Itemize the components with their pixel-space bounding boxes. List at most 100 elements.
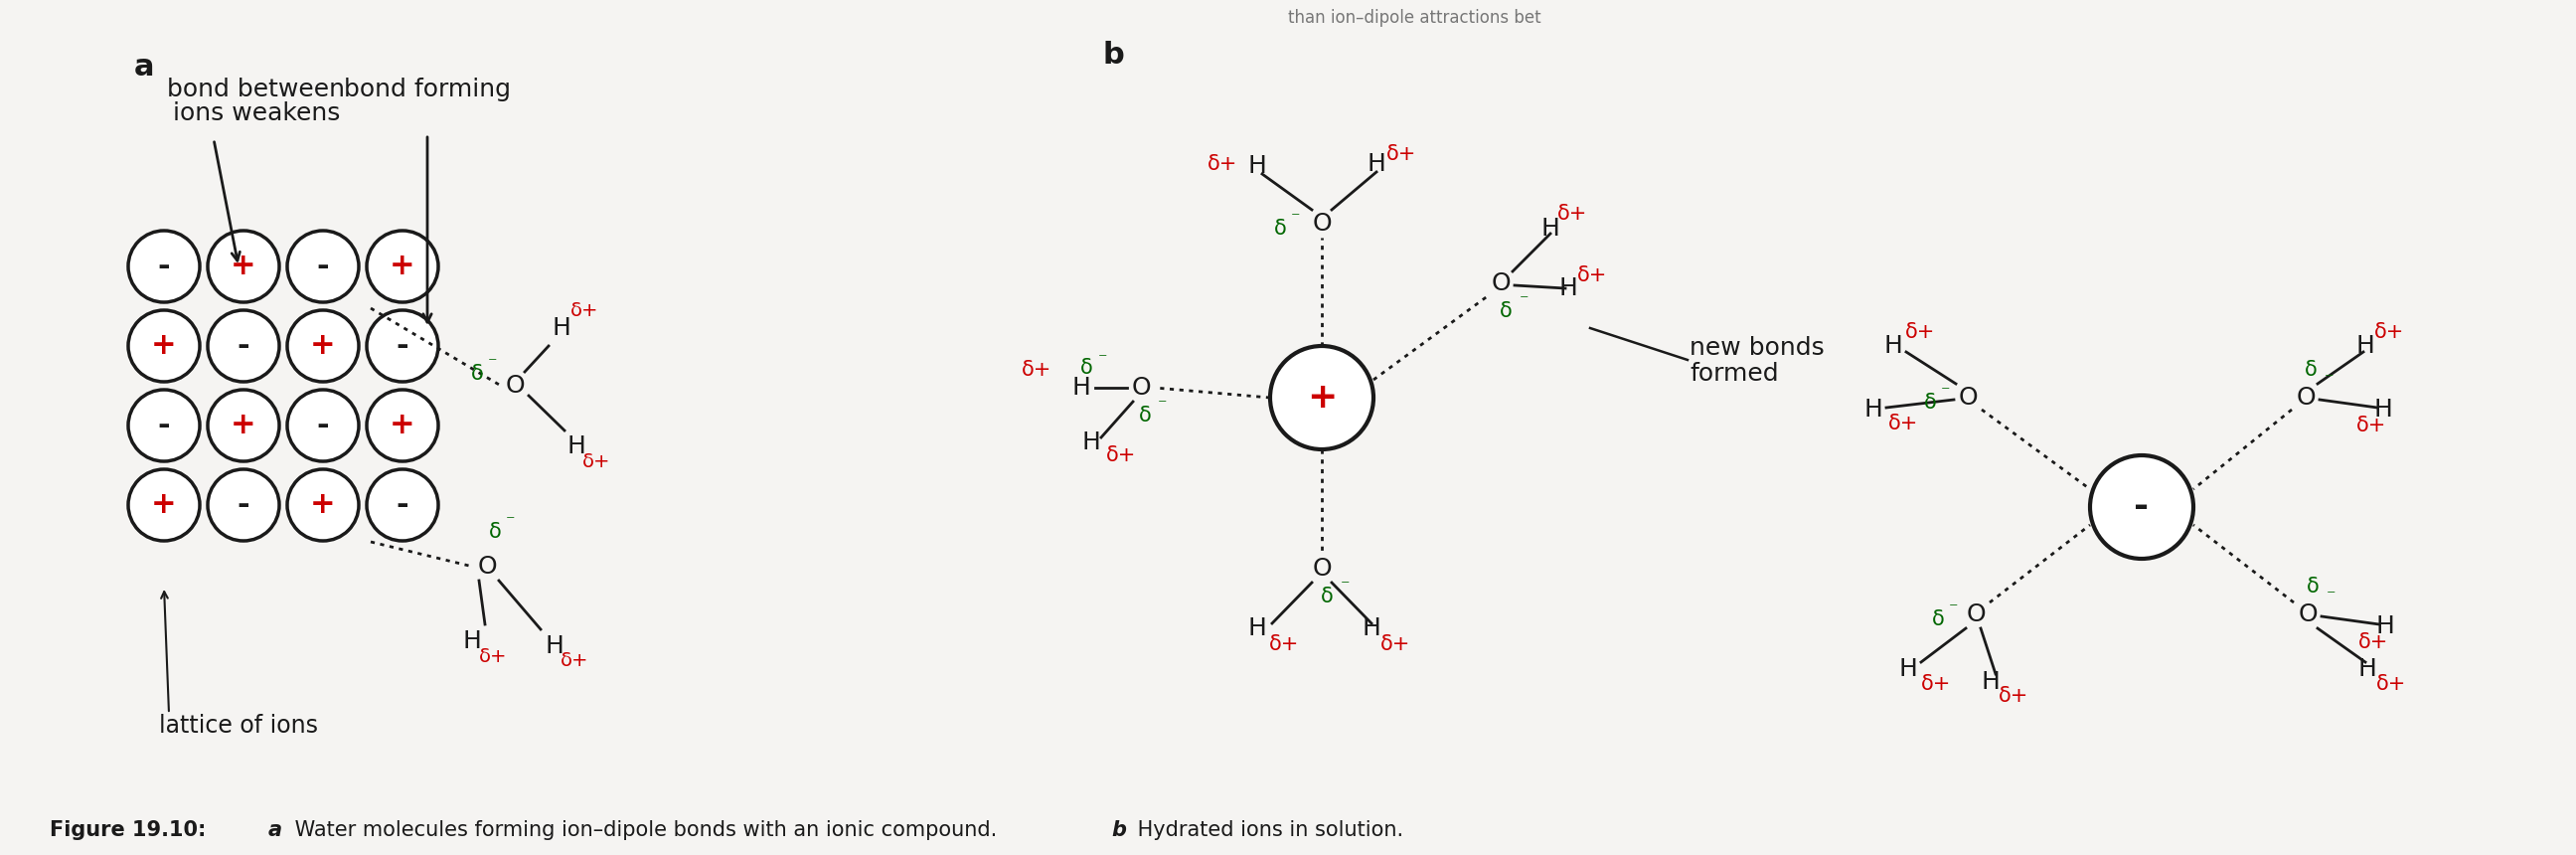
Text: -: - — [157, 252, 170, 280]
Text: +: + — [152, 491, 178, 520]
Text: H: H — [1363, 616, 1381, 640]
Text: O: O — [477, 555, 497, 579]
Text: δ+: δ+ — [1105, 445, 1136, 465]
Text: -: - — [317, 411, 330, 440]
Text: δ+: δ+ — [1270, 634, 1298, 654]
Text: H: H — [1865, 398, 1883, 422]
Text: ⁻: ⁻ — [1942, 384, 1950, 402]
Text: δ: δ — [1924, 392, 1937, 413]
Text: ⁻: ⁻ — [1159, 397, 1167, 415]
Circle shape — [209, 390, 278, 462]
Circle shape — [209, 310, 278, 382]
Text: δ: δ — [1499, 301, 1512, 321]
Text: δ+: δ+ — [569, 301, 598, 320]
Text: +: + — [309, 332, 335, 361]
Text: H: H — [1247, 154, 1267, 178]
Circle shape — [286, 469, 358, 541]
Text: -: - — [397, 332, 410, 361]
Circle shape — [286, 310, 358, 382]
Text: -: - — [2133, 490, 2148, 524]
Text: δ+: δ+ — [1386, 144, 1417, 164]
Text: H: H — [546, 634, 564, 658]
Text: δ+: δ+ — [1906, 322, 1935, 342]
Text: δ+: δ+ — [1381, 634, 1412, 654]
Text: H: H — [464, 629, 482, 653]
Text: δ+: δ+ — [1999, 686, 2027, 706]
Circle shape — [209, 469, 278, 541]
Text: b: b — [1110, 820, 1126, 840]
Text: δ: δ — [1932, 610, 1945, 629]
Text: bond forming: bond forming — [343, 78, 510, 102]
Text: Hydrated ions in solution.: Hydrated ions in solution. — [1131, 820, 1404, 840]
Text: δ+: δ+ — [2357, 633, 2388, 652]
Text: δ+: δ+ — [1208, 154, 1236, 174]
Text: H: H — [1072, 376, 1090, 399]
Text: δ: δ — [471, 364, 484, 384]
Text: -: - — [157, 411, 170, 440]
Text: ⁻: ⁻ — [1520, 292, 1530, 310]
Text: ⁻: ⁻ — [2324, 371, 2334, 389]
Circle shape — [129, 231, 201, 302]
Text: +: + — [389, 252, 415, 280]
Text: δ+: δ+ — [559, 652, 587, 670]
Text: Water molecules forming ion–dipole bonds with an ionic compound.: Water molecules forming ion–dipole bonds… — [289, 820, 1005, 840]
Text: O: O — [2298, 603, 2318, 627]
Text: δ+: δ+ — [2375, 322, 2403, 342]
Text: δ: δ — [1079, 358, 1092, 378]
Text: ⁻: ⁻ — [1950, 600, 1958, 618]
Text: δ: δ — [2306, 360, 2316, 380]
Text: O: O — [1958, 386, 1978, 410]
Text: δ+: δ+ — [2357, 416, 2385, 435]
Text: δ: δ — [2306, 576, 2318, 597]
Text: +: + — [309, 491, 335, 520]
Text: ions weakens: ions weakens — [173, 102, 340, 126]
Text: ⁻: ⁻ — [2326, 587, 2336, 605]
Text: O: O — [1131, 376, 1151, 399]
Text: H: H — [1368, 152, 1386, 176]
Circle shape — [129, 310, 201, 382]
Text: H: H — [2375, 615, 2396, 639]
Circle shape — [366, 469, 438, 541]
Text: δ+: δ+ — [1888, 414, 1919, 433]
Text: ⁻: ⁻ — [489, 355, 497, 373]
Text: δ+: δ+ — [1577, 265, 1607, 286]
Text: +: + — [232, 252, 255, 280]
Text: +: + — [1306, 380, 1337, 415]
Text: formed: formed — [1690, 362, 1777, 386]
Text: -: - — [317, 252, 330, 280]
Text: H: H — [1082, 430, 1100, 454]
Text: H: H — [1247, 616, 1267, 640]
Text: O: O — [1965, 603, 1986, 627]
Circle shape — [2089, 456, 2192, 558]
Text: δ+: δ+ — [1556, 203, 1587, 224]
Text: δ+: δ+ — [479, 646, 507, 665]
Text: Figure 19.10:: Figure 19.10: — [49, 820, 214, 840]
Circle shape — [209, 231, 278, 302]
Text: +: + — [389, 411, 415, 440]
Circle shape — [366, 310, 438, 382]
Text: H: H — [2357, 657, 2378, 681]
Text: than ion–dipole attractions bet: than ion–dipole attractions bet — [1288, 9, 1540, 27]
Text: δ: δ — [489, 522, 502, 542]
Text: lattice of ions: lattice of ions — [160, 714, 317, 738]
Circle shape — [129, 469, 201, 541]
Text: δ: δ — [1139, 405, 1151, 426]
Text: δ: δ — [1273, 219, 1285, 239]
Text: -: - — [237, 332, 250, 361]
Text: O: O — [1492, 271, 1510, 295]
Circle shape — [366, 231, 438, 302]
Circle shape — [129, 390, 201, 462]
Text: ⁻: ⁻ — [1291, 209, 1301, 227]
Text: O: O — [1311, 557, 1332, 581]
Text: +: + — [232, 411, 255, 440]
Circle shape — [286, 390, 358, 462]
Text: δ+: δ+ — [1922, 674, 1950, 694]
Text: a: a — [268, 820, 283, 840]
Text: H: H — [2375, 398, 2393, 422]
Text: b: b — [1103, 40, 1126, 69]
Text: δ+: δ+ — [582, 453, 611, 472]
Text: H: H — [1883, 334, 1904, 358]
Text: ⁻: ⁻ — [1097, 351, 1108, 369]
Text: +: + — [152, 332, 178, 361]
Text: ⁻: ⁻ — [505, 513, 515, 531]
